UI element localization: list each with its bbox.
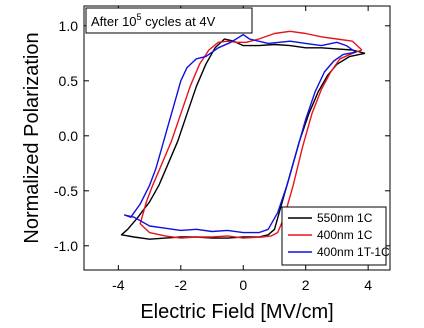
series-layer — [120, 30, 366, 240]
y-tick-label: -0.5 — [54, 183, 78, 199]
annotation-text: After 105 cycles at 4V — [91, 12, 216, 29]
y-tick-label: 0.5 — [59, 73, 79, 89]
y-tick-label: 0.0 — [59, 128, 79, 144]
x-axis-label: Electric Field [MV/cm] — [140, 301, 333, 323]
ticks-layer: -4 -2 0 2 4 -1.0 -0.5 0.0 0.5 1.0 — [54, 6, 390, 293]
x-tick-label: -2 — [175, 277, 188, 293]
legend: 550nm 1C 400nm 1C 400nm 1T-1C — [281, 206, 390, 266]
x-tick-label: 4 — [364, 277, 372, 293]
series-line-1 — [139, 30, 363, 239]
y-axis-label: Normalized Polarization — [21, 32, 43, 243]
legend-label-1: 400nm 1C — [317, 228, 373, 242]
y-tick-label: 1.0 — [59, 18, 79, 34]
legend-label-0: 550nm 1C — [317, 211, 373, 225]
x-tick-label: 2 — [302, 277, 310, 293]
x-tick-label: -4 — [112, 277, 125, 293]
legend-label-2: 400nm 1T-1C — [317, 245, 390, 259]
series-line-2 — [123, 33, 357, 234]
y-tick-label: -1.0 — [54, 238, 78, 254]
plot-frame — [83, 5, 391, 271]
annotation-box: After 105 cycles at 4V — [85, 7, 253, 34]
x-tick-label: 0 — [239, 277, 247, 293]
